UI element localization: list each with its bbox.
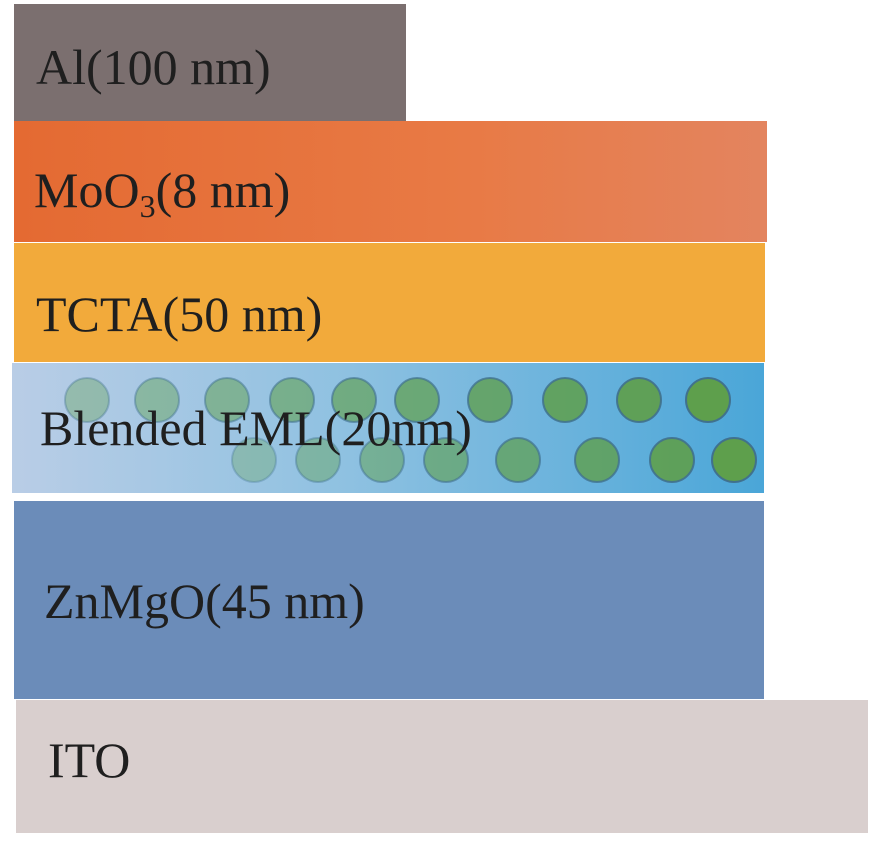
tcta-layer-label: TCTA(50 nm) [36, 286, 323, 342]
quantum-dot-particles [64, 377, 757, 483]
quantum-dot [495, 437, 541, 483]
quantum-dot [231, 437, 277, 483]
quantum-dot [649, 437, 695, 483]
quantum-dot [542, 377, 588, 423]
blended-eml-layer: Blended EML(20nm) [12, 363, 764, 493]
moo3-layer: MoO3(8 nm) [14, 121, 767, 242]
quantum-dot [574, 437, 620, 483]
quantum-dot [295, 437, 341, 483]
quantum-dot [394, 377, 440, 423]
al-layer-label: Al(100 nm) [36, 39, 271, 95]
quantum-dot [134, 377, 180, 423]
quantum-dot [331, 377, 377, 423]
znmgo-layer: ZnMgO(45 nm) [14, 501, 764, 699]
quantum-dot [685, 377, 731, 423]
ito-layer-label: ITO [48, 732, 131, 788]
moo3-layer-label: MoO3(8 nm) [34, 162, 291, 224]
quantum-dot [269, 377, 315, 423]
quantum-dot [359, 437, 405, 483]
blended-eml-layer-label: Blended EML(20nm) [40, 400, 472, 456]
quantum-dot [711, 437, 757, 483]
znmgo-layer-label: ZnMgO(45 nm) [44, 573, 365, 629]
ito-layer: ITO [16, 700, 868, 833]
quantum-dot [467, 377, 513, 423]
al-layer: Al(100 nm) [14, 4, 406, 121]
quantum-dot [204, 377, 250, 423]
quantum-dot [64, 377, 110, 423]
quantum-dot [616, 377, 662, 423]
quantum-dot [423, 437, 469, 483]
tcta-layer: TCTA(50 nm) [14, 243, 765, 362]
